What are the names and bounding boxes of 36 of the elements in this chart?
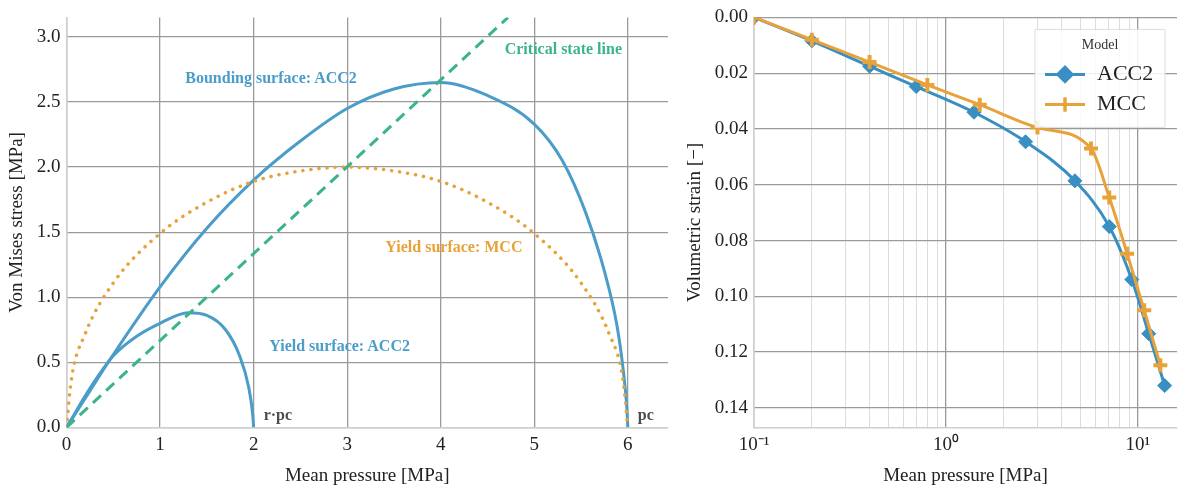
legend-title: Model bbox=[1081, 37, 1119, 53]
y-tick-label: 0.08 bbox=[714, 228, 749, 250]
series-label: Critical state line bbox=[504, 39, 622, 57]
legend-label: MCC bbox=[1097, 90, 1146, 116]
y-tick-label: 0.00 bbox=[714, 5, 749, 27]
y-tick-label: 3.0 bbox=[36, 24, 61, 46]
y-axis-title: Von Mises stress [MPa] bbox=[5, 132, 27, 313]
y-axis-title: Volumetric strain [−] bbox=[683, 142, 705, 302]
x-tick-label: 1 bbox=[155, 432, 165, 454]
x-tick-label: 4 bbox=[435, 432, 446, 454]
y-tick-label: 2.5 bbox=[36, 89, 61, 111]
annotation: pc bbox=[637, 405, 654, 424]
x-tick-label: 10⁰ bbox=[932, 432, 959, 454]
y-tick-label: 0.04 bbox=[714, 116, 749, 138]
x-axis-title: Mean pressure [MPa] bbox=[883, 463, 1048, 485]
y-tick-label: 0.0 bbox=[36, 415, 61, 437]
y-tick-label: 0.10 bbox=[714, 284, 749, 306]
y-tick-label: 1.5 bbox=[36, 220, 61, 242]
y-tick-label: 0.06 bbox=[714, 172, 749, 194]
annotation: r·pc bbox=[263, 405, 293, 424]
series-label: Yield surface: MCC bbox=[385, 237, 523, 255]
x-tick-label: 10⁻¹ bbox=[738, 432, 770, 454]
x-tick-label: 6 bbox=[623, 432, 633, 454]
y-tick-label: 0.12 bbox=[714, 340, 749, 362]
x-tick-label: 5 bbox=[529, 432, 539, 454]
y-tick-label: 0.5 bbox=[36, 350, 61, 372]
y-tick-label: 0.02 bbox=[714, 61, 749, 83]
y-tick-label: 0.14 bbox=[714, 395, 749, 417]
legend-label: ACC2 bbox=[1097, 60, 1154, 86]
x-axis-title: Mean pressure [MPa] bbox=[284, 463, 450, 485]
x-tick-label: 3 bbox=[342, 432, 352, 454]
x-tick-label: 10¹ bbox=[1125, 432, 1151, 454]
x-tick-label: 2 bbox=[248, 432, 259, 454]
y-tick-label: 2.0 bbox=[36, 155, 61, 177]
x-tick-label: 0 bbox=[61, 432, 72, 454]
y-tick-label: 1.0 bbox=[36, 285, 61, 307]
